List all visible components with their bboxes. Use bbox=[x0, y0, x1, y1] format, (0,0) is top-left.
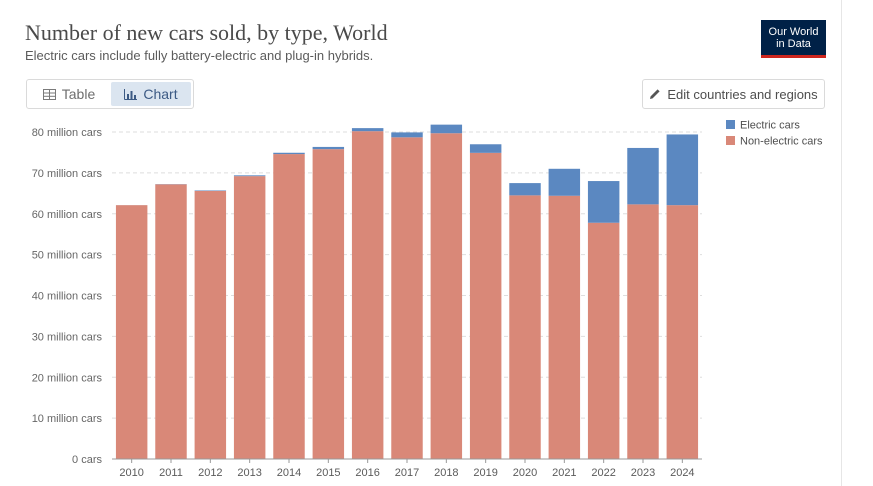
bar-electric-2024[interactable] bbox=[666, 134, 699, 206]
bar-electric-2020[interactable] bbox=[509, 183, 541, 196]
y-tick-label: 30 million cars bbox=[32, 331, 103, 343]
bar-non-electric-2023[interactable] bbox=[627, 204, 659, 459]
x-tick-label: 2021 bbox=[552, 467, 576, 479]
bar-non-electric-2013[interactable] bbox=[233, 176, 266, 459]
bar-electric-2015[interactable] bbox=[312, 146, 345, 150]
legend-swatch bbox=[726, 120, 735, 129]
tab-table[interactable]: Table bbox=[29, 82, 109, 106]
y-tick-label: 40 million cars bbox=[32, 291, 103, 303]
x-tick-label: 2014 bbox=[277, 467, 301, 479]
x-tick-label: 2017 bbox=[395, 467, 419, 479]
tab-chart-label: Chart bbox=[143, 86, 178, 102]
y-tick-label: 80 million cars bbox=[32, 127, 103, 139]
x-tick-label: 2023 bbox=[631, 467, 655, 479]
logo-line-1: Our World bbox=[768, 26, 819, 38]
y-tick-label: 20 million cars bbox=[32, 372, 103, 384]
x-tick-label: 2020 bbox=[513, 467, 537, 479]
bar-non-electric-2021[interactable] bbox=[548, 195, 581, 459]
bar-electric-2016[interactable] bbox=[351, 128, 384, 132]
x-tick-label: 2022 bbox=[591, 467, 615, 479]
y-tick-label: 0 cars bbox=[72, 454, 102, 466]
bar-electric-2023[interactable] bbox=[627, 147, 659, 205]
bar-non-electric-2012[interactable] bbox=[194, 190, 227, 460]
bar-non-electric-2015[interactable] bbox=[312, 149, 345, 460]
x-tick-label: 2011 bbox=[159, 467, 183, 479]
bar-electric-2022[interactable] bbox=[587, 181, 620, 223]
bar-non-electric-2014[interactable] bbox=[273, 154, 305, 459]
legend-label[interactable]: Electric cars bbox=[740, 120, 800, 132]
chart-subtitle: Electric cars include fully battery-elec… bbox=[25, 48, 374, 63]
x-tick-label: 2013 bbox=[237, 467, 261, 479]
bar-non-electric-2011[interactable] bbox=[155, 184, 187, 459]
logo-line-2: in Data bbox=[776, 38, 811, 50]
bar-electric-2017[interactable] bbox=[391, 132, 423, 138]
legend-label[interactable]: Non-electric cars bbox=[740, 136, 823, 148]
chart-title: Number of new cars sold, by type, World bbox=[25, 20, 388, 45]
bar-non-electric-2010[interactable] bbox=[115, 205, 148, 459]
bar-non-electric-2022[interactable] bbox=[587, 222, 620, 459]
bar-non-electric-2019[interactable] bbox=[469, 152, 502, 459]
bar-electric-2018[interactable] bbox=[430, 124, 463, 134]
bar-electric-2013[interactable] bbox=[233, 175, 266, 177]
x-tick-label: 2016 bbox=[355, 467, 379, 479]
edit-countries-label: Edit countries and regions bbox=[667, 86, 818, 102]
table-icon bbox=[42, 88, 56, 100]
pencil-icon bbox=[650, 89, 660, 99]
x-tick-label: 2019 bbox=[473, 467, 497, 479]
y-tick-label: 50 million cars bbox=[32, 250, 103, 262]
bar-non-electric-2020[interactable] bbox=[509, 195, 541, 459]
edit-countries-button[interactable]: Edit countries and regions bbox=[642, 79, 825, 109]
bar-non-electric-2017[interactable] bbox=[391, 137, 423, 459]
y-tick-label: 70 million cars bbox=[32, 168, 103, 180]
x-tick-label: 2010 bbox=[119, 467, 143, 479]
owid-logo[interactable]: Our World in Data bbox=[761, 20, 826, 58]
bar-non-electric-2018[interactable] bbox=[430, 133, 463, 459]
bar-electric-2021[interactable] bbox=[548, 168, 581, 196]
bar-electric-2014[interactable] bbox=[273, 152, 305, 155]
x-tick-label: 2012 bbox=[198, 467, 222, 479]
tab-chart[interactable]: Chart bbox=[111, 82, 191, 106]
x-tick-label: 2018 bbox=[434, 467, 458, 479]
view-tabs: Table Chart bbox=[26, 79, 194, 109]
legend-swatch bbox=[726, 136, 735, 145]
bar-non-electric-2024[interactable] bbox=[666, 205, 699, 459]
x-tick-label: 2015 bbox=[316, 467, 340, 479]
y-tick-label: 10 million cars bbox=[32, 413, 103, 425]
chart-icon bbox=[124, 88, 138, 100]
x-tick-label: 2024 bbox=[670, 467, 694, 479]
tab-table-label: Table bbox=[61, 86, 96, 102]
bar-electric-2019[interactable] bbox=[469, 144, 502, 153]
y-tick-label: 60 million cars bbox=[32, 209, 103, 221]
bar-non-electric-2016[interactable] bbox=[351, 131, 384, 459]
